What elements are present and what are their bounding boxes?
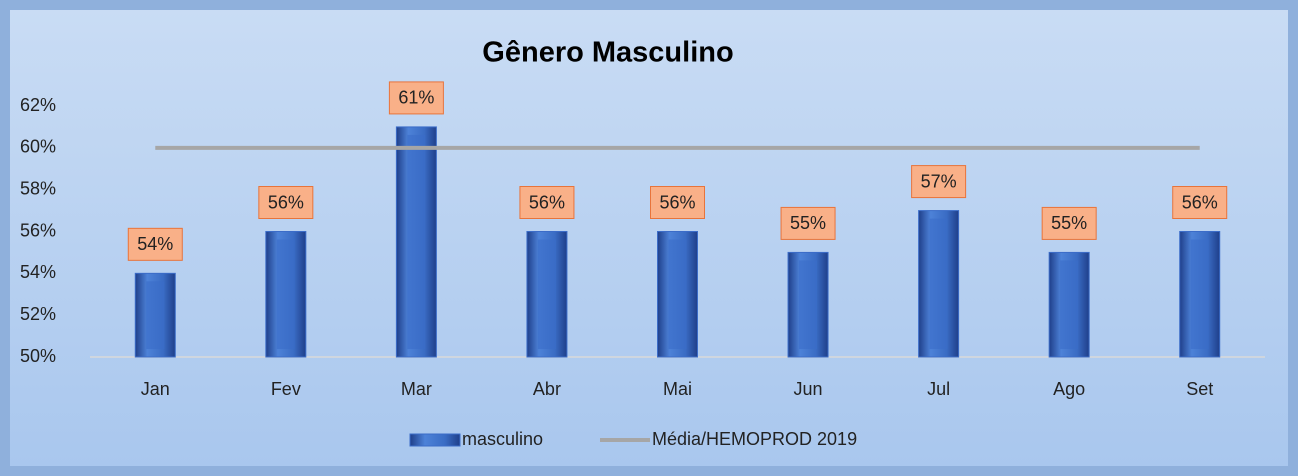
chart-title: Gênero Masculino xyxy=(482,37,733,69)
value-label: 55% xyxy=(790,213,826,233)
bar-highlight xyxy=(799,260,818,349)
x-tick-label: Jan xyxy=(141,379,170,399)
value-label: 61% xyxy=(398,88,434,108)
bar-highlight xyxy=(407,134,426,349)
value-label-box xyxy=(911,165,967,199)
bar-highlight xyxy=(537,239,556,349)
x-tick-label: Ago xyxy=(1053,379,1085,399)
bar-highlight xyxy=(668,239,687,349)
y-tick-label: 62% xyxy=(20,95,56,115)
bar-highlight xyxy=(146,281,165,349)
x-tick-label: Mai xyxy=(663,379,692,399)
x-tick-label: Jul xyxy=(927,379,950,399)
bar-highlight xyxy=(276,239,295,349)
value-label-box xyxy=(1172,186,1228,219)
y-tick-label: 54% xyxy=(20,262,56,282)
value-label-box xyxy=(780,206,836,240)
value-label: 56% xyxy=(659,192,695,212)
y-tick-label: 52% xyxy=(20,304,56,324)
x-tick-label: Fev xyxy=(271,379,301,399)
bar-highlight xyxy=(1190,239,1209,349)
x-tick-label: Abr xyxy=(533,379,561,399)
y-tick-label: 58% xyxy=(20,178,56,198)
value-label-box xyxy=(388,81,444,115)
value-label: 56% xyxy=(1182,192,1218,212)
y-tick-label: 50% xyxy=(20,346,56,366)
value-label-box xyxy=(1041,206,1097,240)
x-tick-label: Mar xyxy=(401,379,432,399)
legend-swatch xyxy=(409,433,461,447)
value-label-box xyxy=(127,227,183,261)
value-label: 54% xyxy=(137,234,173,254)
value-label: 56% xyxy=(529,192,565,212)
value-label-box xyxy=(519,186,575,219)
legend-label: Média/HEMOPROD 2019 xyxy=(652,429,857,449)
value-label: 57% xyxy=(921,171,957,191)
bar-highlight xyxy=(929,218,948,349)
value-label-box xyxy=(650,186,705,219)
value-label: 56% xyxy=(268,192,304,212)
y-tick-label: 60% xyxy=(20,137,56,157)
y-tick-label: 56% xyxy=(20,220,56,240)
value-label-box xyxy=(258,186,314,219)
legend-label: masculino xyxy=(462,429,543,449)
value-label: 55% xyxy=(1051,213,1087,233)
x-tick-label: Set xyxy=(1186,379,1213,399)
bar-highlight xyxy=(1060,260,1079,349)
x-tick-label: Jun xyxy=(794,379,823,399)
